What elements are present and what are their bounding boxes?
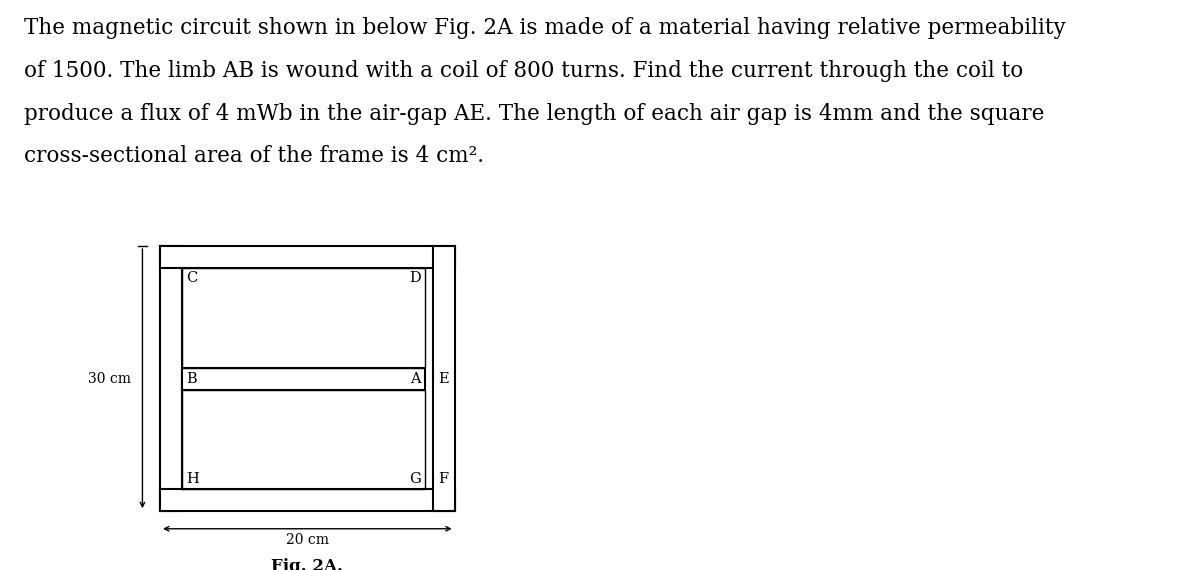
Text: E: E <box>438 372 449 385</box>
Bar <box>160 246 455 268</box>
Text: 20 cm: 20 cm <box>286 533 329 547</box>
Bar <box>432 246 455 511</box>
Text: cross-sectional area of the frame is 4 cm².: cross-sectional area of the frame is 4 c… <box>24 145 484 168</box>
Text: of 1500. The limb AB is wound with a coil of 800 turns. Find the current through: of 1500. The limb AB is wound with a coi… <box>24 60 1024 82</box>
Text: A: A <box>410 372 421 385</box>
Text: produce a flux of 4 mWb in the air-gap AE. The length of each air gap is 4mm and: produce a flux of 4 mWb in the air-gap A… <box>24 103 1044 125</box>
Bar <box>160 246 182 511</box>
Bar <box>160 489 455 511</box>
Text: Fig. 2A.: Fig. 2A. <box>271 558 343 570</box>
Text: B: B <box>187 372 197 385</box>
Text: C: C <box>187 271 198 285</box>
Text: G: G <box>409 472 421 486</box>
Text: H: H <box>187 472 199 486</box>
Text: F: F <box>438 472 449 486</box>
Text: D: D <box>409 271 421 285</box>
Text: 30 cm: 30 cm <box>88 372 131 385</box>
Bar <box>182 368 425 390</box>
Text: The magnetic circuit shown in below Fig. 2A is made of a material having relativ: The magnetic circuit shown in below Fig.… <box>24 17 1066 39</box>
